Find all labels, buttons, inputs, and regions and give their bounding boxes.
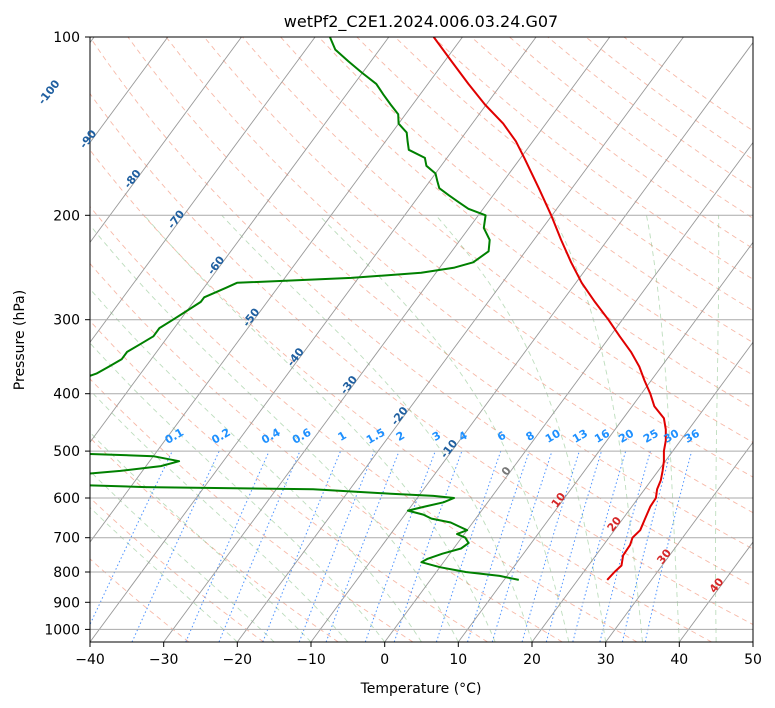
dry-adiabat — [318, 37, 753, 376]
isotherm — [163, 37, 611, 642]
x-tick-label: 30 — [597, 652, 615, 668]
dry-adiabat — [165, 37, 753, 514]
chart-title: wetPf2_C2E1.2024.006.03.24.G07 — [284, 12, 558, 32]
moist-adiabat — [90, 389, 349, 642]
isotherm — [384, 141, 753, 642]
x-tick-label: 10 — [449, 652, 467, 668]
mixing-ratio-line — [491, 450, 553, 642]
dry-adiabat — [90, 205, 638, 642]
dry-adiabat — [90, 378, 414, 642]
mixing-ratio-line — [545, 450, 602, 642]
mixing-ratio-line — [572, 450, 627, 642]
grid-lines — [90, 37, 753, 642]
mixing-ratio-line — [467, 450, 530, 642]
dry-adiabat — [90, 558, 190, 642]
dry-adiabat — [90, 149, 712, 642]
x-tick-label: 50 — [744, 652, 762, 668]
dry-adiabat — [90, 37, 753, 587]
moist-adiabat — [715, 215, 720, 642]
mixing-ratio-line — [325, 450, 400, 642]
x-tick-label: 40 — [670, 652, 688, 668]
mixing-ratio-line — [262, 450, 342, 642]
y-tick-label: 600 — [53, 491, 80, 507]
x-tick-label: −10 — [296, 652, 326, 668]
mixing-ratio-line — [521, 450, 580, 642]
isotherm — [90, 37, 537, 642]
isotherm — [310, 41, 753, 642]
x-tick-label: −40 — [75, 652, 105, 668]
x-axis-title: Temperature (°C) — [360, 681, 482, 697]
isotherm — [90, 37, 169, 144]
isotherm — [531, 341, 753, 642]
y-tick-label: 800 — [53, 565, 80, 581]
isotherm — [605, 441, 753, 642]
isotherm — [90, 37, 463, 543]
dry-adiabat — [356, 37, 753, 344]
isotherm — [90, 37, 242, 244]
dry-adiabat — [90, 262, 563, 642]
axis-ticks: 0.1 0.2 0.4 0.6 1 1.5 2 3 4 6 8 10 13 16 20 25 30 36-100-… — [35, 30, 761, 668]
isotherm — [236, 37, 684, 642]
x-tick-label: −20 — [223, 652, 253, 668]
isotherm — [90, 37, 316, 344]
x-tick-label: 0 — [380, 652, 389, 668]
x-tick-label: 20 — [523, 652, 541, 668]
y-tick-label: 300 — [53, 313, 80, 329]
moist-adiabat — [90, 342, 386, 642]
moist-adiabat — [221, 214, 533, 642]
moist-adiabat — [552, 215, 643, 642]
isotherm — [90, 37, 390, 443]
y-tick-label: 700 — [53, 531, 80, 547]
y-tick-label: 500 — [53, 444, 80, 460]
dewpoint-profile-line — [90, 37, 520, 581]
temperature-profile-line — [432, 37, 667, 581]
data-series — [90, 37, 667, 581]
y-tick-label: 400 — [53, 387, 80, 403]
dry-adiabat — [242, 37, 753, 443]
y-tick-label: 900 — [53, 595, 80, 611]
x-tick-label: −30 — [149, 652, 179, 668]
moist-adiabat — [90, 506, 238, 642]
y-tick-label: 1000 — [44, 622, 80, 638]
moist-adiabat — [143, 215, 496, 642]
mixing-ratio-line — [599, 450, 651, 642]
mixing-ratio-line — [218, 450, 301, 642]
mixing-ratio-line — [298, 450, 375, 642]
moist-adiabat — [646, 215, 680, 642]
y-tick-label: 200 — [53, 208, 80, 224]
y-tick-label: 100 — [53, 30, 80, 46]
moist-adiabat — [90, 288, 422, 642]
mixing-ratio-line — [621, 450, 672, 642]
mixing-ratio-line — [435, 450, 502, 642]
moist-adiabat — [90, 224, 459, 642]
plot-frame — [89, 36, 754, 643]
mixing-ratio-line — [185, 450, 270, 642]
moist-adiabat — [435, 215, 607, 642]
y-axis-title: Pressure (hPa) — [12, 290, 28, 390]
isotherm — [457, 241, 753, 642]
